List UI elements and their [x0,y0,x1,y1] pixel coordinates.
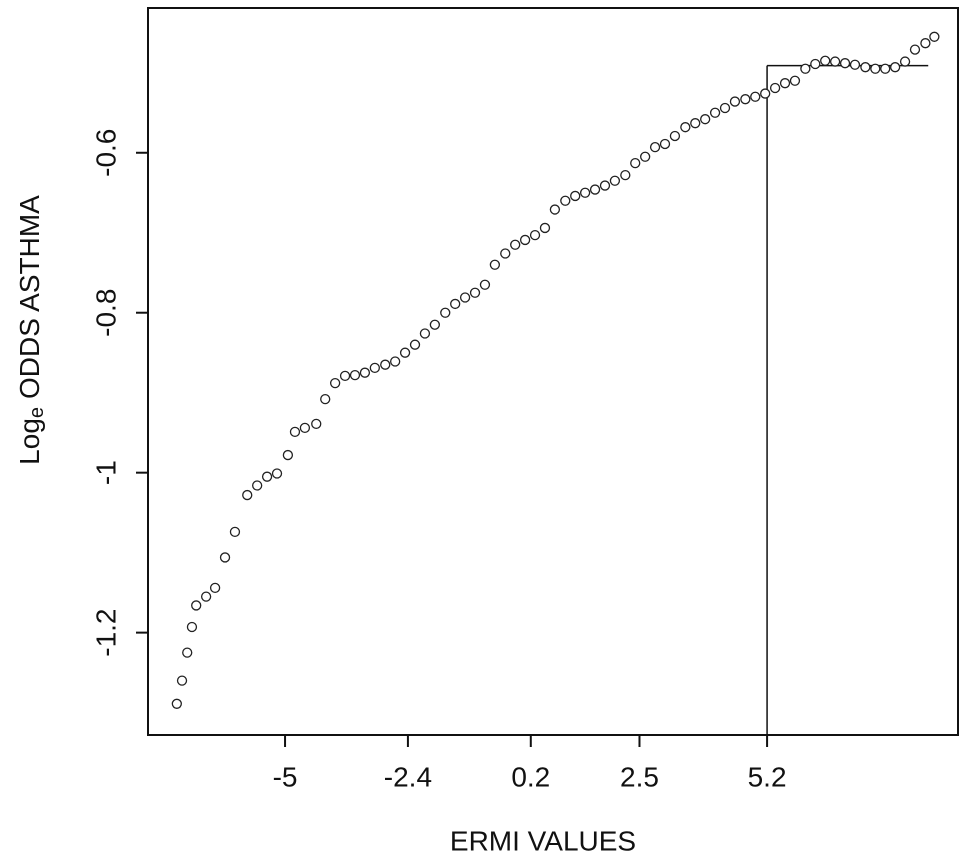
point [719,102,731,114]
point [760,88,771,99]
point [630,158,641,169]
point [219,552,231,563]
x-tick-label: 5.2 [748,761,787,792]
point [282,449,294,461]
point [409,339,421,350]
point [599,180,611,191]
point [419,328,431,339]
point [920,38,931,49]
point [459,292,471,303]
point [271,468,283,479]
point [469,287,481,298]
point [579,187,591,198]
point [570,190,581,202]
point [349,369,361,381]
point [252,480,263,491]
point [311,418,322,430]
point [440,307,451,318]
y-tick-label: -0.6 [90,129,121,177]
point [839,58,851,69]
point [299,422,311,434]
point [789,75,801,86]
x-tick-label: 0.2 [511,761,550,792]
point [229,526,241,538]
point [171,698,182,709]
y-tick-label: -1 [90,460,121,485]
point [889,62,901,73]
point [810,58,821,70]
point [289,426,301,438]
point [529,229,541,241]
point [909,44,921,55]
point [182,647,193,658]
x-tick-label: 2.5 [620,761,659,792]
point [191,600,202,611]
point [560,195,571,206]
point [549,204,561,215]
point [429,319,441,330]
y-tick-label: -0.8 [90,289,121,337]
point [870,63,881,74]
point [380,359,391,370]
point [320,393,331,405]
point [359,367,371,378]
point [700,114,711,125]
point [880,63,891,74]
point [860,62,871,73]
point [829,56,841,67]
y-axis-label: Loge ODDS ASTHMA [14,195,48,465]
point [519,234,531,246]
point [729,96,741,107]
point [680,122,691,133]
point [899,56,911,67]
point [849,59,861,70]
x-tick-label: -2.4 [384,761,432,792]
y-label-rest: ODDS ASTHMA [14,195,45,399]
point [242,489,253,501]
point [186,621,198,633]
point [369,362,380,374]
point [209,582,221,593]
point [176,675,188,686]
point [479,279,491,290]
point [450,298,461,310]
point [399,347,411,358]
point [539,222,551,234]
x-axis-label: ERMI VALUES [450,825,636,856]
point [640,151,651,162]
point [929,31,940,42]
y-label-base: Log [14,418,45,465]
y-tick-label: -1.2 [90,609,121,657]
point [620,170,631,181]
point [649,142,661,153]
y-label-subscript: e [26,407,48,418]
point [510,239,521,250]
point [659,138,671,150]
point [779,78,791,89]
plot-frame [147,7,959,736]
point [329,377,341,389]
point [500,248,511,259]
point [489,259,501,270]
point [339,370,351,382]
point [820,55,831,66]
point [669,130,681,142]
x-tick-label: -5 [273,761,298,792]
point [261,471,273,482]
point [200,591,212,602]
point [709,107,721,118]
point [589,184,601,195]
point [750,91,761,102]
point [390,356,401,367]
point [609,175,621,186]
point [740,94,751,105]
point [769,82,781,94]
point [690,118,701,129]
point [800,63,811,74]
